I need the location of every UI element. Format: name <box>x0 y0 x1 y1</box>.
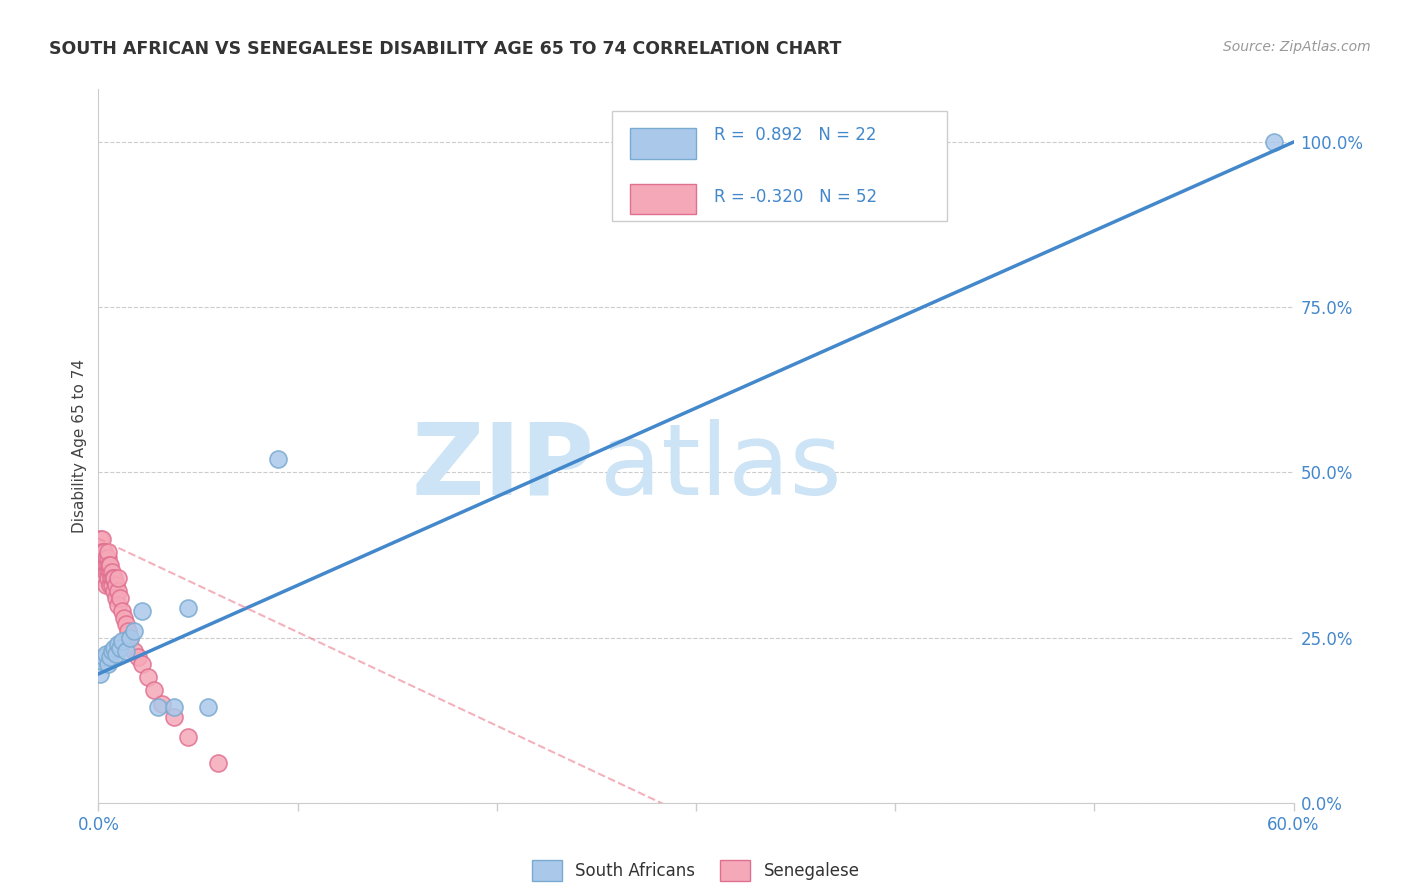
Point <box>91 532 114 546</box>
Point <box>97 657 120 671</box>
Point <box>101 578 124 592</box>
Point <box>96 551 118 566</box>
Point <box>103 571 125 585</box>
Point <box>91 558 114 572</box>
Point <box>96 565 118 579</box>
Text: SOUTH AFRICAN VS SENEGALESE DISABILITY AGE 65 TO 74 CORRELATION CHART: SOUTH AFRICAN VS SENEGALESE DISABILITY A… <box>49 40 842 58</box>
Text: ZIP: ZIP <box>412 419 595 516</box>
Point <box>97 545 120 559</box>
Point <box>97 565 120 579</box>
Point <box>89 532 111 546</box>
Point <box>100 578 122 592</box>
Point <box>124 624 146 638</box>
Point <box>89 545 111 559</box>
Point <box>97 571 120 585</box>
Point <box>131 657 153 671</box>
Point <box>96 647 118 661</box>
Text: Source: ZipAtlas.com: Source: ZipAtlas.com <box>1223 40 1371 54</box>
Point <box>103 571 125 585</box>
Point <box>115 644 138 658</box>
Point <box>177 600 200 615</box>
Text: R =  0.892   N = 22: R = 0.892 N = 22 <box>714 126 876 144</box>
Point <box>150 697 173 711</box>
Bar <box>630 184 696 214</box>
Point <box>267 452 290 467</box>
Point <box>163 710 186 724</box>
Point <box>93 558 115 572</box>
Point <box>110 591 132 605</box>
Point <box>120 631 142 645</box>
Point <box>90 551 112 566</box>
Point <box>100 571 122 585</box>
Point <box>124 644 146 658</box>
Point <box>120 631 142 645</box>
Point <box>107 571 129 585</box>
Point <box>177 730 200 744</box>
Point <box>98 558 121 572</box>
Point <box>93 545 115 559</box>
Point <box>103 640 125 655</box>
Point <box>197 700 219 714</box>
Bar <box>630 128 696 159</box>
Point <box>207 756 229 771</box>
Point <box>94 558 117 572</box>
Point <box>115 617 138 632</box>
Point <box>89 667 111 681</box>
Point <box>89 545 111 559</box>
Point <box>107 598 129 612</box>
Point <box>148 700 170 714</box>
Point <box>93 551 115 566</box>
Point <box>107 584 129 599</box>
Text: R = -0.320   N = 52: R = -0.320 N = 52 <box>714 188 877 206</box>
Point <box>100 558 122 572</box>
FancyBboxPatch shape <box>613 111 948 221</box>
Point <box>127 650 149 665</box>
Point <box>105 591 128 605</box>
Point <box>100 565 122 579</box>
Point <box>89 558 111 572</box>
Point <box>107 637 129 651</box>
Y-axis label: Disability Age 65 to 74: Disability Age 65 to 74 <box>72 359 87 533</box>
Point <box>101 565 124 579</box>
Point <box>111 634 134 648</box>
Point <box>91 545 114 559</box>
Point <box>101 644 124 658</box>
Point <box>117 624 139 638</box>
Point <box>93 650 115 665</box>
Point <box>131 604 153 618</box>
Point <box>91 654 114 668</box>
Legend: South Africans, Senegalese: South Africans, Senegalese <box>526 854 866 888</box>
Point <box>163 700 186 714</box>
Point <box>105 647 128 661</box>
Point <box>100 650 122 665</box>
Point <box>1263 135 1285 149</box>
Point <box>97 551 120 566</box>
Point <box>136 670 159 684</box>
Point <box>112 611 135 625</box>
Point <box>143 683 166 698</box>
Point <box>96 578 118 592</box>
Point <box>103 584 125 599</box>
Text: atlas: atlas <box>600 419 842 516</box>
Point <box>105 578 128 592</box>
Point <box>93 571 115 585</box>
Point <box>111 604 134 618</box>
Point <box>93 545 115 559</box>
Point <box>96 558 118 572</box>
Point <box>110 640 132 655</box>
